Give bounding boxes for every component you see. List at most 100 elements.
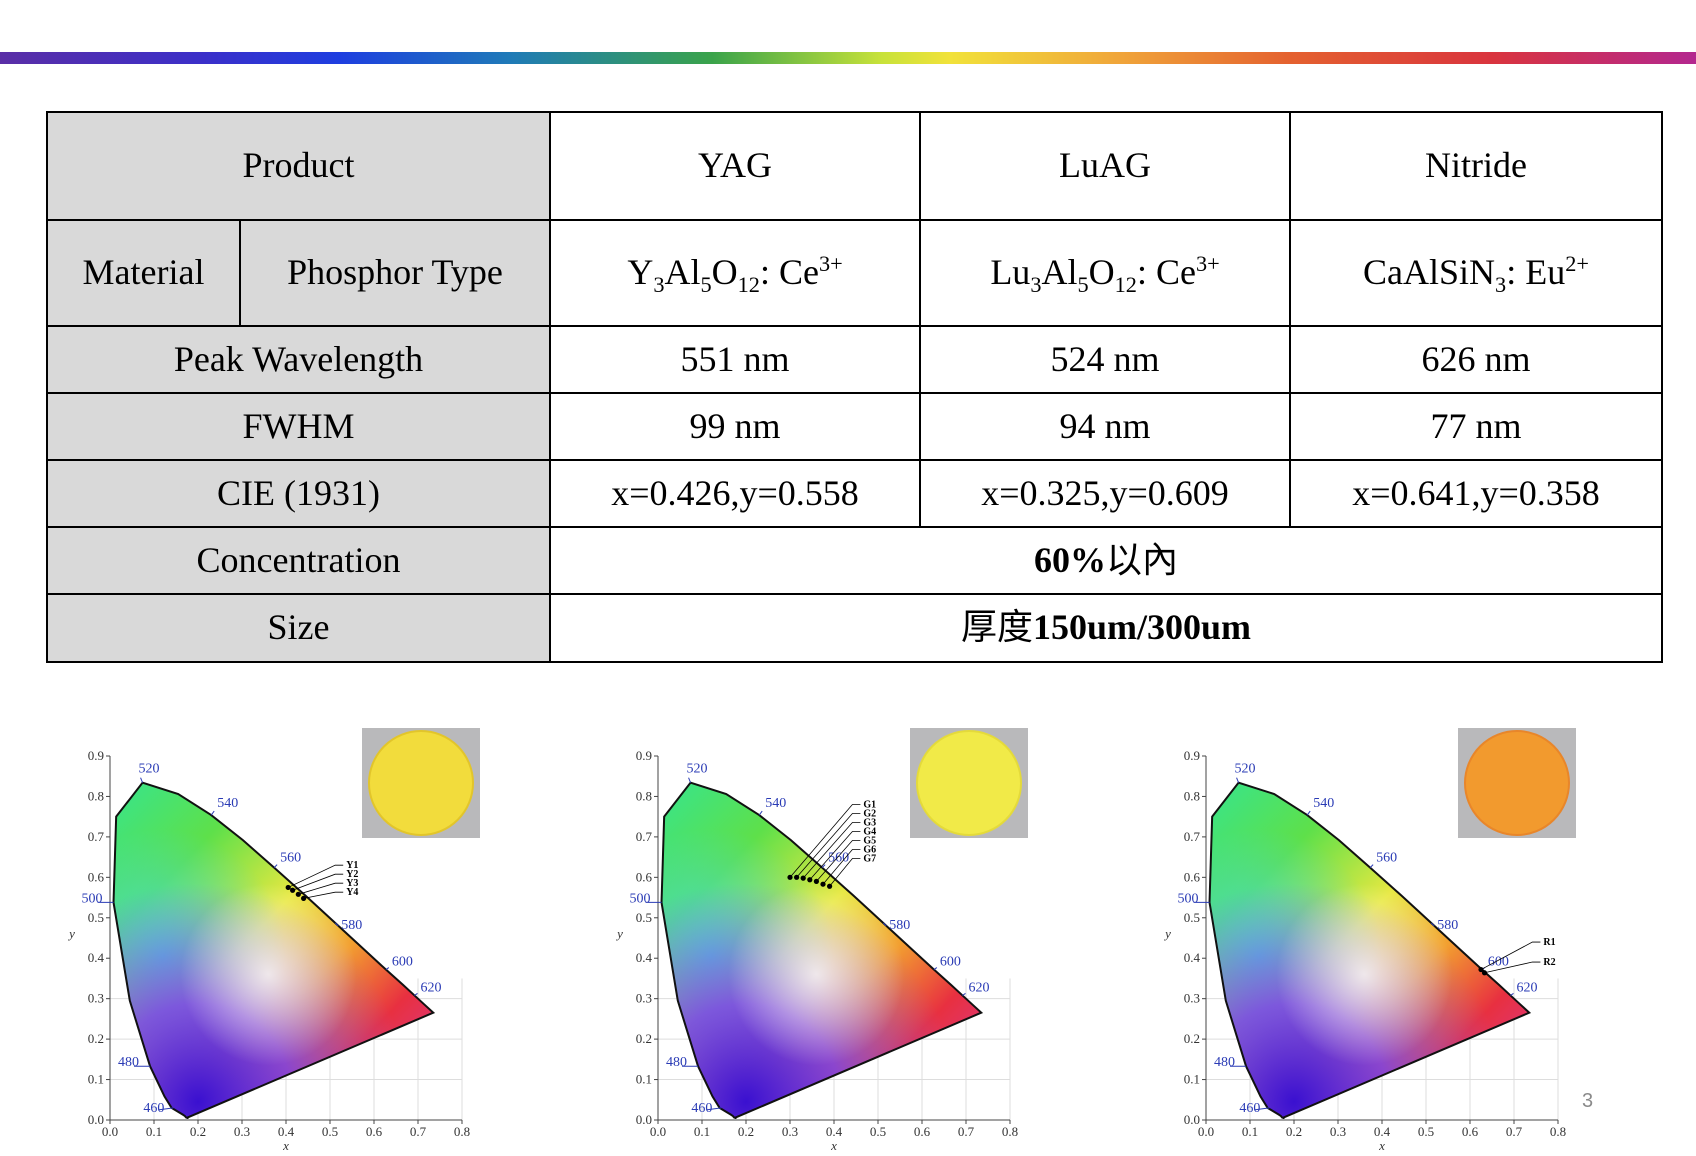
callout-line	[809, 831, 861, 881]
data-point	[787, 874, 793, 880]
wavelength-tick	[758, 810, 763, 816]
x-tick-label: 0.4	[1374, 1124, 1391, 1139]
wavelength-tick	[688, 777, 692, 783]
row-cie: CIE (1931) x=0.426,y=0.558 x=0.325,y=0.6…	[46, 459, 1663, 528]
y-tick-label: 0.1	[88, 1072, 104, 1087]
x-tick-label: 0.0	[650, 1124, 666, 1139]
data-point	[794, 874, 800, 880]
product-yag: YAG	[549, 111, 921, 221]
rainbow-header-stripe	[0, 52, 1696, 64]
x-tick-label: 0.4	[278, 1124, 295, 1139]
formula-nitride: CaAlSiN3: Eu2+	[1289, 219, 1663, 327]
size-value: 厚度150um/300um	[549, 593, 1663, 663]
x-tick-label: 0.0	[102, 1124, 118, 1139]
wavelength-label: 600	[392, 955, 413, 970]
cie-chart-svg: 0.0 0.1 0.2 0.3 0.4 0.5 0.6 0.7 0.8 0.0 0.1 0.2 0.3 0…	[615, 728, 1028, 1153]
point-label: R1	[1543, 937, 1555, 948]
data-point	[1478, 966, 1484, 973]
wavelength-tick	[273, 864, 278, 868]
x-tick-label: 0.3	[234, 1124, 250, 1139]
product-label: Product	[46, 111, 551, 221]
x-tick-label: 0.8	[454, 1124, 470, 1139]
x-tick-label: 0.6	[1462, 1124, 1479, 1139]
point-label: G3	[863, 818, 876, 829]
wavelength-label: 480	[666, 1055, 687, 1070]
wavelength-label: 560	[1376, 851, 1397, 866]
y-tick-label: 0.4	[636, 950, 653, 965]
wavelength-label: 580	[341, 918, 362, 933]
peak-luag: 524 nm	[919, 325, 1291, 394]
x-tick-label: 0.3	[782, 1124, 798, 1139]
fwhm-label: FWHM	[46, 392, 551, 461]
point-label: G7	[863, 854, 876, 865]
row-fwhm: FWHM 99 nm 94 nm 77 nm	[46, 392, 1663, 461]
y-tick-label: 0.4	[88, 950, 105, 965]
sample-disc	[368, 730, 474, 836]
wavelength-label: 500	[630, 891, 651, 906]
callout-line	[288, 864, 344, 888]
phosphor-spec-table: Product YAG LuAG Nitride Material Phosph…	[46, 111, 1663, 663]
y-tick-label: 0.9	[1184, 748, 1200, 763]
row-peak: Peak Wavelength 551 nm 524 nm 626 nm	[46, 325, 1663, 394]
cie-luag: x=0.325,y=0.609	[919, 459, 1291, 528]
page-number: 3	[1582, 1090, 1594, 1112]
data-point	[1481, 970, 1488, 976]
data-point	[820, 881, 826, 887]
wavelength-tick	[140, 777, 144, 783]
x-tick-label: 0.7	[1506, 1124, 1523, 1139]
wavelength-label: 540	[765, 796, 786, 811]
x-tick-label: 0.8	[1550, 1124, 1566, 1139]
x-tick-label: 0.2	[738, 1124, 754, 1139]
y-tick-label: 0.7	[1184, 829, 1201, 844]
cie-chart-nitride: 0.0 0.1 0.2 0.3 0.4 0.5 0.6 0.7 0.8 0.0 0.1 0.2 0.3 0…	[1158, 720, 1678, 1156]
y-tick-label: 0.3	[1184, 991, 1200, 1006]
y-tick-label: 0.2	[1184, 1031, 1200, 1046]
sample-disc	[916, 730, 1022, 836]
y-tick-label: 0.5	[636, 910, 652, 925]
product-nitride: Nitride	[1289, 111, 1663, 221]
callout-line	[829, 858, 861, 887]
callout-line	[789, 804, 861, 878]
y-tick-label: 0.6	[636, 869, 653, 884]
peak-nitride: 626 nm	[1289, 325, 1663, 394]
wavelength-tick	[1369, 864, 1374, 868]
spectral-locus	[660, 781, 984, 1119]
wavelength-tick	[158, 1107, 174, 1111]
x-tick-label: 0.1	[1242, 1124, 1258, 1139]
data-point	[807, 877, 813, 883]
wavelength-label: 480	[1214, 1055, 1235, 1070]
x-tick-label: 0.5	[870, 1124, 886, 1139]
concentration-value: 60%以內	[549, 526, 1663, 595]
row-product: Product YAG LuAG Nitride	[46, 111, 1663, 221]
data-point	[800, 875, 806, 881]
point-label: G4	[863, 827, 876, 838]
y-tick-label: 0.0	[636, 1112, 652, 1127]
data-point	[295, 891, 301, 897]
wavelength-tick	[821, 864, 826, 868]
fwhm-yag: 99 nm	[549, 392, 921, 461]
x-tick-label: 0.7	[958, 1124, 975, 1139]
data-point	[301, 895, 307, 901]
wavelength-label: 620	[1516, 980, 1537, 995]
x-tick-label: 0.6	[914, 1124, 931, 1139]
wavelength-tick	[210, 810, 215, 816]
y-tick-label: 0.5	[88, 910, 104, 925]
x-tick-label: 0.1	[694, 1124, 710, 1139]
x-tick-label: 0.2	[190, 1124, 206, 1139]
y-tick-label: 0.4	[1184, 950, 1201, 965]
formula-luag: Lu3Al5O12: Ce3+	[919, 219, 1291, 327]
wavelength-tick	[1254, 1107, 1270, 1111]
spectral-locus	[1208, 781, 1532, 1119]
callout-line	[1484, 961, 1541, 974]
x-tick-label: 0.2	[1286, 1124, 1302, 1139]
wavelength-label: 540	[1313, 796, 1334, 811]
y-axis-label: y	[1163, 926, 1171, 941]
formula-yag: Y3Al5O12: Ce3+	[549, 219, 921, 327]
x-axis-label: x	[282, 1138, 289, 1153]
y-tick-label: 0.8	[88, 788, 104, 803]
wavelength-tick	[385, 967, 390, 970]
cie-chart-yag: 0.0 0.1 0.2 0.3 0.4 0.5 0.6 0.7 0.8 0.0 0.1 0.2 0.3 0…	[62, 720, 582, 1156]
y-tick-label: 0.0	[1184, 1112, 1200, 1127]
cie-yag: x=0.426,y=0.558	[549, 459, 921, 528]
point-label: Y2	[346, 869, 358, 880]
